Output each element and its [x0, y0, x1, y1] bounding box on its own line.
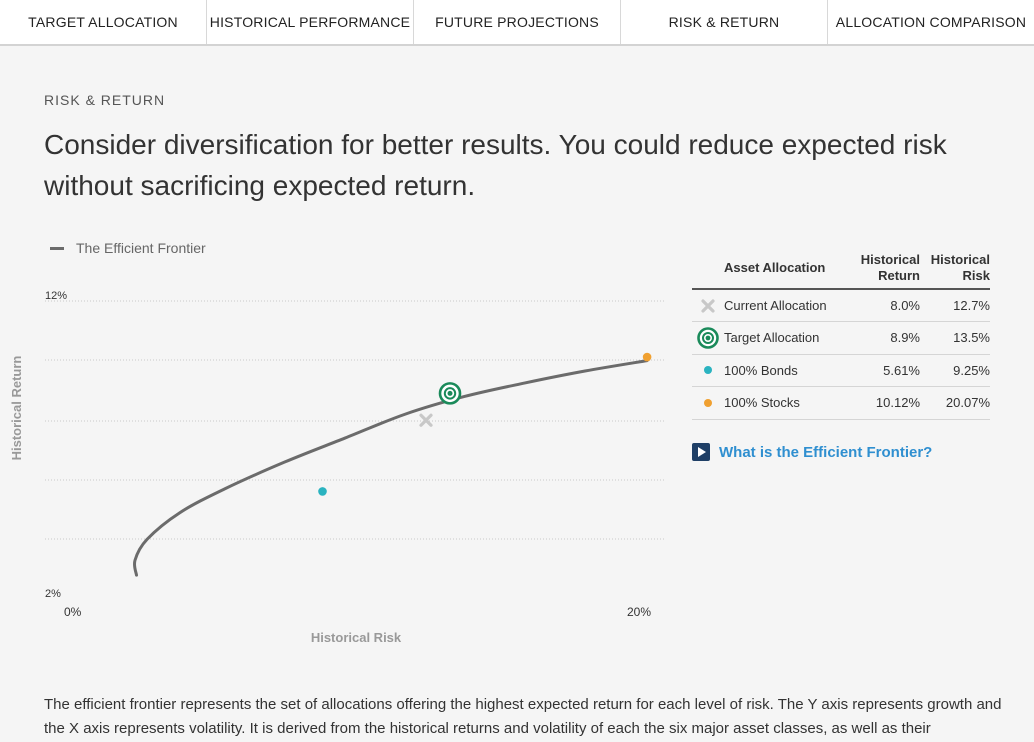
header-risk-line1: Historical: [930, 252, 990, 267]
table-row: 100% Stocks 10.12% 20.07%: [692, 386, 990, 420]
page-title: Consider diversification for better resu…: [44, 129, 947, 201]
x-tick-left: 0%: [64, 605, 82, 619]
tab-risk-return[interactable]: RISK & RETURN: [621, 0, 828, 44]
description-text: The efficient frontier represents the se…: [44, 696, 1002, 737]
efficient-frontier-chart: 12% 2% 0% 20% Historical Risk Historical…: [9, 290, 666, 645]
chart-legend: The Efficient Frontier: [50, 240, 206, 256]
row-risk: 9.25%: [920, 354, 990, 387]
tab-target-allocation[interactable]: TARGET ALLOCATION: [0, 0, 207, 44]
section-eyebrow: RISK & RETURN: [44, 92, 166, 108]
chart-gridlines: [45, 300, 666, 540]
header-historical-return: Historical Return: [848, 248, 920, 290]
target-allocation-marker: [438, 382, 462, 405]
y-tick-top: 12%: [45, 290, 67, 302]
target-icon: [692, 326, 724, 349]
row-label-cell: Current Allocation: [692, 289, 848, 322]
header-return-line2: Return: [878, 268, 920, 283]
header-return-line1: Historical: [860, 252, 920, 267]
row-return: 5.61%: [848, 354, 920, 387]
tab-future-projections[interactable]: FUTURE PROJECTIONS: [414, 0, 621, 44]
row-label-cell: Target Allocation: [692, 321, 848, 355]
play-icon: [692, 443, 710, 461]
row-risk: 13.5%: [920, 321, 990, 355]
tab-allocation-comparison[interactable]: ALLOCATION COMPARISON: [835, 14, 1027, 30]
row-label: 100% Stocks: [724, 395, 800, 411]
y-axis-label: Historical Return: [9, 356, 24, 461]
stocks-point: [642, 352, 652, 362]
efficient-frontier-line: [132, 359, 649, 577]
bonds-point: [318, 487, 327, 496]
table-header-row: Asset Allocation Historical Return Histo…: [692, 248, 990, 290]
frontier-legend-swatch: [50, 246, 64, 250]
row-label: Target Allocation: [724, 330, 820, 346]
x-icon: [692, 298, 724, 313]
row-label-cell: 100% Bonds: [692, 354, 848, 387]
header-historical-risk: Historical Risk: [920, 248, 990, 290]
row-label-cell: 100% Stocks: [692, 386, 848, 420]
row-risk: 20.07%: [920, 386, 990, 420]
row-label: Current Allocation: [724, 298, 827, 313]
y-tick-bottom: 2%: [45, 588, 61, 600]
current-allocation-marker: [419, 413, 433, 427]
tab-bar: TARGET ALLOCATION HISTORICAL PERFORMANCE…: [0, 0, 1034, 46]
x-axis-label: Historical Risk: [311, 630, 402, 645]
row-return: 8.9%: [848, 321, 920, 355]
table-row: Target Allocation 8.9% 13.5%: [692, 321, 990, 355]
dot-icon: [692, 366, 724, 375]
row-risk: 12.7%: [920, 289, 990, 322]
allocation-points: [318, 352, 652, 496]
efficient-frontier-link[interactable]: What is the Efficient Frontier?: [692, 443, 932, 461]
table-row: 100% Bonds 5.61% 9.25%: [692, 354, 990, 387]
efficient-frontier-link-label: What is the Efficient Frontier?: [719, 443, 933, 461]
dot-icon: [692, 398, 724, 407]
table-row: Current Allocation 8.0% 12.7%: [692, 289, 990, 322]
x-tick-right: 20%: [627, 605, 651, 619]
header-asset-allocation: Asset Allocation: [692, 248, 848, 290]
row-label: 100% Bonds: [724, 362, 798, 378]
row-return: 10.12%: [848, 386, 920, 420]
allocation-table: Asset Allocation Historical Return Histo…: [692, 248, 990, 420]
row-return: 8.0%: [848, 289, 920, 322]
header-risk-line2: Risk: [962, 268, 990, 283]
legend-label: The Efficient Frontier: [76, 240, 206, 256]
tab-historical-performance[interactable]: HISTORICAL PERFORMANCE: [207, 0, 414, 44]
